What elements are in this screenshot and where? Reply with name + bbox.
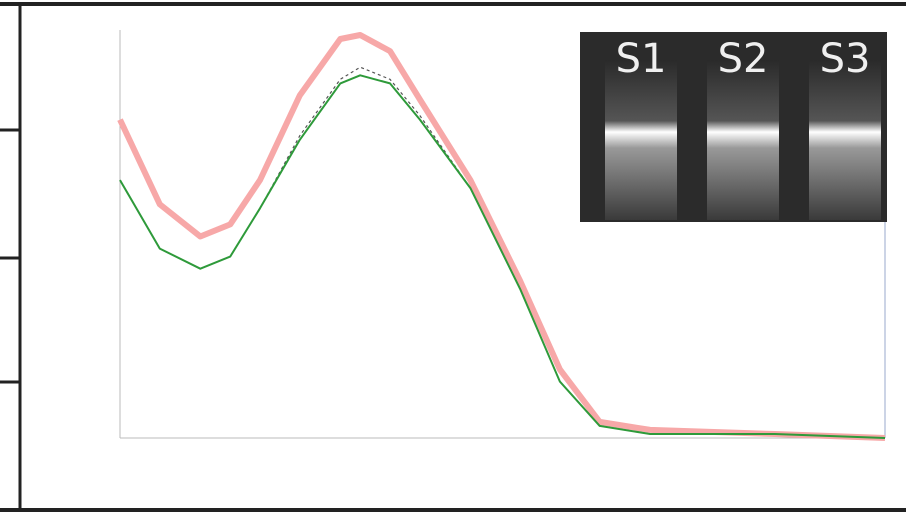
lane-label: S1 <box>616 36 667 82</box>
lane-label: S3 <box>820 36 871 82</box>
gel-lane <box>605 60 677 220</box>
series-line <box>117 32 886 441</box>
gel-lane <box>809 60 881 220</box>
gel-inset <box>580 32 887 222</box>
gel-lane <box>707 60 779 220</box>
plot <box>117 30 886 441</box>
series-line <box>119 74 886 439</box>
lane-label: S2 <box>718 36 769 82</box>
